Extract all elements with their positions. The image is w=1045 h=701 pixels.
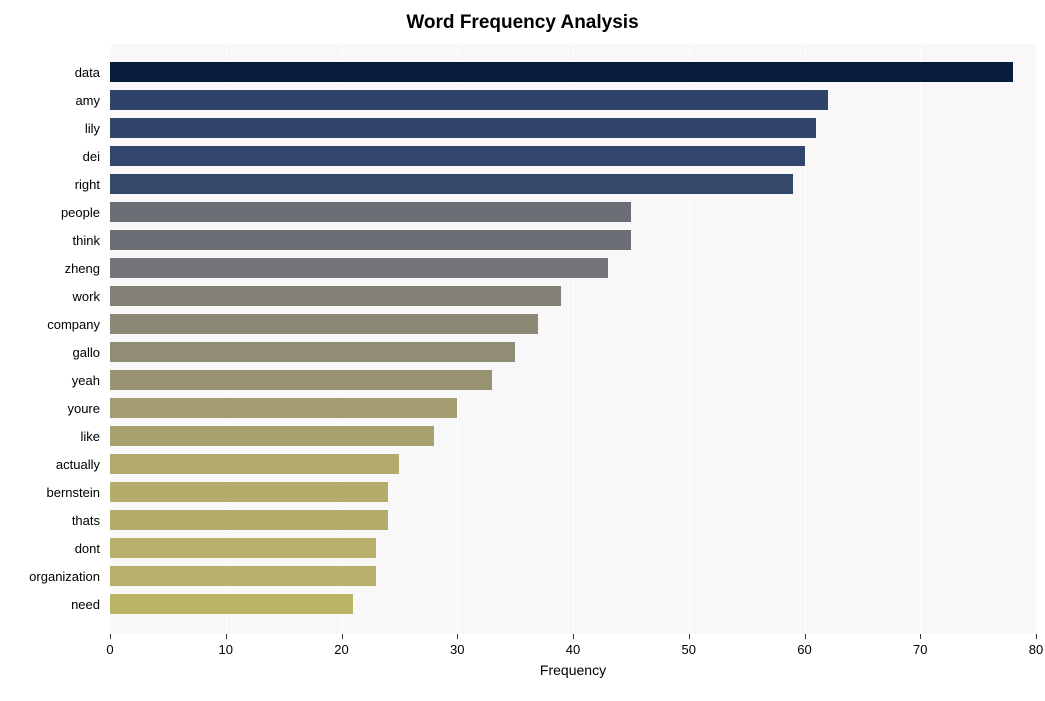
bar [110, 370, 492, 390]
y-category-label: youre [0, 401, 100, 416]
y-category-label: data [0, 65, 100, 80]
x-tick [920, 634, 921, 639]
y-category-label: lily [0, 121, 100, 136]
y-category-label: right [0, 177, 100, 192]
x-tick [342, 634, 343, 639]
y-category-label: amy [0, 93, 100, 108]
bar [110, 90, 828, 110]
x-tick-label: 70 [913, 642, 927, 657]
bar [110, 426, 434, 446]
x-tick [1036, 634, 1037, 639]
y-category-label: bernstein [0, 485, 100, 500]
bar [110, 482, 388, 502]
x-tick-label: 40 [566, 642, 580, 657]
bar [110, 538, 376, 558]
bar [110, 118, 816, 138]
x-tick-label: 0 [106, 642, 113, 657]
bar [110, 454, 399, 474]
x-tick [226, 634, 227, 639]
chart-container: Word Frequency Analysis Frequency 0 10 20 3… [0, 0, 1045, 701]
x-tick-label: 60 [797, 642, 811, 657]
x-tick [457, 634, 458, 639]
y-category-label: actually [0, 457, 100, 472]
y-category-label: people [0, 205, 100, 220]
bar [110, 174, 793, 194]
y-category-label: dont [0, 541, 100, 556]
y-category-label: think [0, 233, 100, 248]
x-tick-label: 30 [450, 642, 464, 657]
bar [110, 146, 805, 166]
x-tick-label: 50 [682, 642, 696, 657]
bar [110, 202, 631, 222]
chart-title: Word Frequency Analysis [0, 12, 1045, 34]
y-category-label: thats [0, 513, 100, 528]
grid-line [1036, 44, 1037, 634]
plot-area [110, 44, 1036, 634]
x-axis-label: Frequency [110, 662, 1036, 678]
bar [110, 286, 561, 306]
y-category-label: dei [0, 149, 100, 164]
y-category-label: company [0, 317, 100, 332]
x-tick [110, 634, 111, 639]
x-tick-label: 20 [334, 642, 348, 657]
bar [110, 230, 631, 250]
y-category-label: work [0, 289, 100, 304]
x-tick-label: 10 [219, 642, 233, 657]
y-category-label: yeah [0, 373, 100, 388]
bar [110, 314, 538, 334]
bar [110, 594, 353, 614]
x-tick-label: 80 [1029, 642, 1043, 657]
y-category-label: gallo [0, 345, 100, 360]
bar [110, 566, 376, 586]
x-tick [689, 634, 690, 639]
x-tick [573, 634, 574, 639]
y-category-label: organization [0, 569, 100, 584]
grid-line [920, 44, 921, 634]
bar [110, 510, 388, 530]
bar [110, 62, 1013, 82]
x-tick [805, 634, 806, 639]
y-category-label: need [0, 597, 100, 612]
y-category-label: like [0, 429, 100, 444]
y-category-label: zheng [0, 261, 100, 276]
bar [110, 342, 515, 362]
bar [110, 258, 608, 278]
bar [110, 398, 457, 418]
